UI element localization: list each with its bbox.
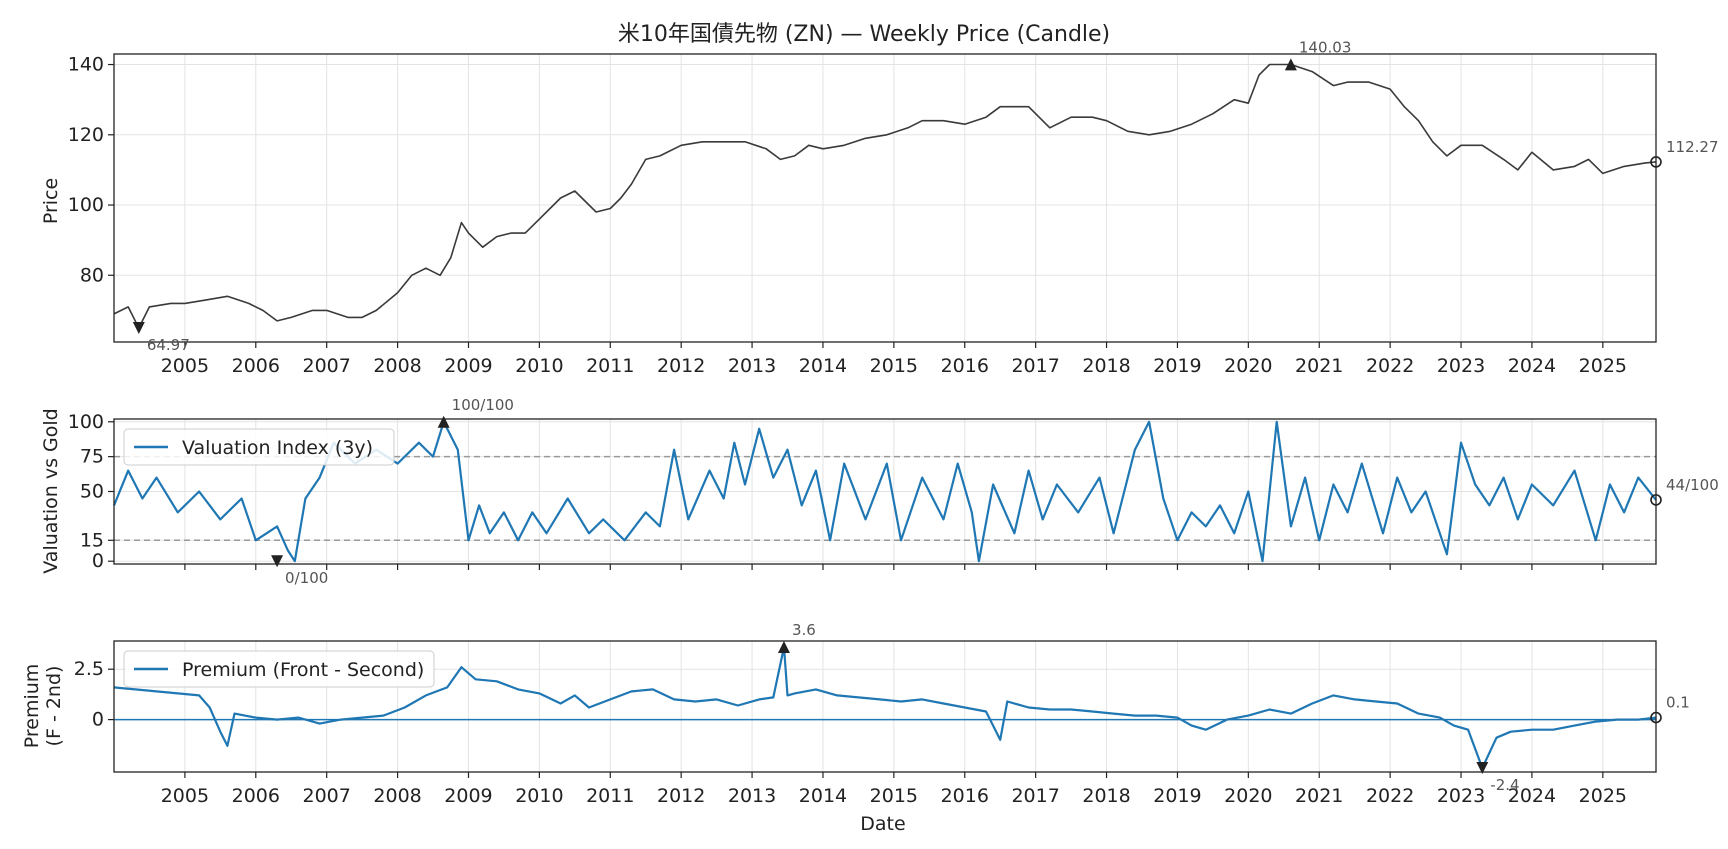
x-tick-label: 2017 xyxy=(1011,355,1059,377)
x-tick-label: 2005 xyxy=(161,785,209,807)
last-value-marker xyxy=(1650,494,1662,506)
y-tick-label: 100 xyxy=(68,411,104,433)
min-annotation: 64.97 xyxy=(147,336,190,354)
y-axis-label-line: (F - 2nd) xyxy=(43,666,65,747)
x-tick-label: 2016 xyxy=(941,785,989,807)
x-tick-label: 2016 xyxy=(941,355,989,377)
legend-box xyxy=(123,650,435,688)
x-tick-label: 2019 xyxy=(1153,785,1201,807)
x-tick-label: 2022 xyxy=(1366,785,1414,807)
y-tick-label: 100 xyxy=(68,194,104,216)
min-marker xyxy=(1476,761,1489,774)
series-line xyxy=(113,63,1657,329)
y-tick-label: 15 xyxy=(80,529,104,551)
x-tick-label: 2006 xyxy=(232,785,280,807)
premium-panel: 0 2.5 2005 2006 2007 2008 2009 2010 2011 2012 2013… xyxy=(21,621,1690,807)
x-tick-label: 2010 xyxy=(515,355,563,377)
x-tick-label: 2022 xyxy=(1366,355,1414,377)
min-marker xyxy=(132,322,145,335)
price-panel: 80 100 120 140 2005 2006 2007 2008 2009 2010 2011 2… xyxy=(40,38,1719,377)
x-tick-label: 2012 xyxy=(657,355,705,377)
x-tick-label: 2014 xyxy=(799,785,847,807)
x-tick-label: 2021 xyxy=(1295,785,1343,807)
x-axis-label: Date xyxy=(860,813,905,835)
x-tick-label: 2018 xyxy=(1082,785,1130,807)
last-value-annotation: 112.27 xyxy=(1666,138,1719,156)
series-line xyxy=(113,645,1657,770)
axes-frame xyxy=(113,640,1657,773)
min-annotation: -2.4 xyxy=(1490,776,1519,794)
x-tick-label: 2013 xyxy=(728,785,776,807)
y-axis-label-line: Price xyxy=(40,178,62,224)
max-annotation: 100/100 xyxy=(452,396,514,414)
x-tick-label: 2008 xyxy=(373,355,421,377)
x-tick-label: 2013 xyxy=(728,355,776,377)
x-tick-label: 2021 xyxy=(1295,355,1343,377)
x-tick-label: 2025 xyxy=(1579,355,1627,377)
min-annotation: 0/100 xyxy=(285,569,328,587)
x-tick-label: 2009 xyxy=(444,355,492,377)
x-tick-label: 2024 xyxy=(1508,785,1556,807)
last-value-annotation: 44/100 xyxy=(1666,476,1719,494)
valuation-panel: 015 50 75 100 Valuation vs Gold 100/100 0/100 4… xyxy=(40,396,1719,587)
y-axis-label: Premium(F - 2nd) xyxy=(21,664,65,749)
x-tick-label: 2025 xyxy=(1579,785,1627,807)
x-tick-label: 2005 xyxy=(161,355,209,377)
legend-box xyxy=(123,428,395,466)
max-annotation: 3.6 xyxy=(792,621,816,639)
x-tick-label: 2009 xyxy=(444,785,492,807)
last-value-annotation: 0.1 xyxy=(1666,694,1690,712)
x-tick-label: 2020 xyxy=(1224,355,1272,377)
x-tick-label: 2014 xyxy=(799,355,847,377)
x-tick-label: 2012 xyxy=(657,785,705,807)
max-marker xyxy=(1284,58,1297,71)
axes-frame xyxy=(113,53,1657,343)
y-tick-label: 75 xyxy=(80,446,104,468)
x-tick-label: 2007 xyxy=(303,785,351,807)
x-tick-label: 2015 xyxy=(870,355,918,377)
y-axis-label-line: Premium xyxy=(21,664,43,749)
max-marker xyxy=(777,641,790,654)
x-tick-label: 2010 xyxy=(515,785,563,807)
chart-title: 米10年国債先物 (ZN) — Weekly Price (Candle) xyxy=(618,22,1110,47)
x-tick-label: 2017 xyxy=(1011,785,1059,807)
x-tick-label: 2023 xyxy=(1437,785,1485,807)
x-tick-label: 2023 xyxy=(1437,355,1485,377)
y-tick-label: 2.5 xyxy=(74,658,104,680)
y-tick-label: 0 xyxy=(92,709,104,731)
min-marker xyxy=(271,555,284,568)
legend-label: Valuation Index (3y) xyxy=(182,437,373,459)
y-tick-label: 50 xyxy=(80,481,104,503)
x-tick-label: 2020 xyxy=(1224,785,1272,807)
legend-label: Premium (Front - Second) xyxy=(182,659,424,681)
y-axis-label-line: Valuation vs Gold xyxy=(40,408,62,573)
x-tick-label: 2006 xyxy=(232,355,280,377)
x-tick-label: 2007 xyxy=(303,355,351,377)
max-marker xyxy=(437,415,450,428)
last-value-marker xyxy=(1650,711,1662,724)
y-tick-label: 0 xyxy=(92,550,104,572)
y-axis-label: Price xyxy=(40,178,62,224)
x-tick-label: 2015 xyxy=(870,785,918,807)
y-tick-label: 80 xyxy=(80,264,104,286)
last-value-marker xyxy=(1650,156,1662,168)
y-tick-label: 140 xyxy=(68,54,104,76)
y-tick-label: 120 xyxy=(68,124,104,146)
x-tick-label: 2011 xyxy=(586,785,634,807)
x-tick-label: 2019 xyxy=(1153,355,1201,377)
x-tick-label: 2018 xyxy=(1082,355,1130,377)
x-tick-label: 2011 xyxy=(586,355,634,377)
y-axis-label: Valuation vs Gold xyxy=(40,408,62,573)
x-tick-label: 2008 xyxy=(373,785,421,807)
max-annotation: 140.03 xyxy=(1299,38,1352,56)
x-tick-label: 2024 xyxy=(1508,355,1556,377)
